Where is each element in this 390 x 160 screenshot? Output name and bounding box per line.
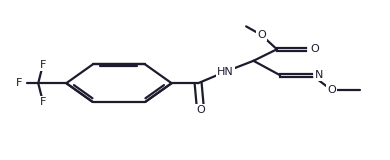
Text: F: F <box>40 97 46 107</box>
Text: N: N <box>315 70 323 80</box>
Text: F: F <box>40 60 46 70</box>
Text: F: F <box>16 78 23 88</box>
Text: O: O <box>257 30 266 40</box>
Text: O: O <box>196 105 205 115</box>
Text: O: O <box>310 44 319 54</box>
Text: HN: HN <box>217 67 234 77</box>
Text: O: O <box>327 85 336 95</box>
